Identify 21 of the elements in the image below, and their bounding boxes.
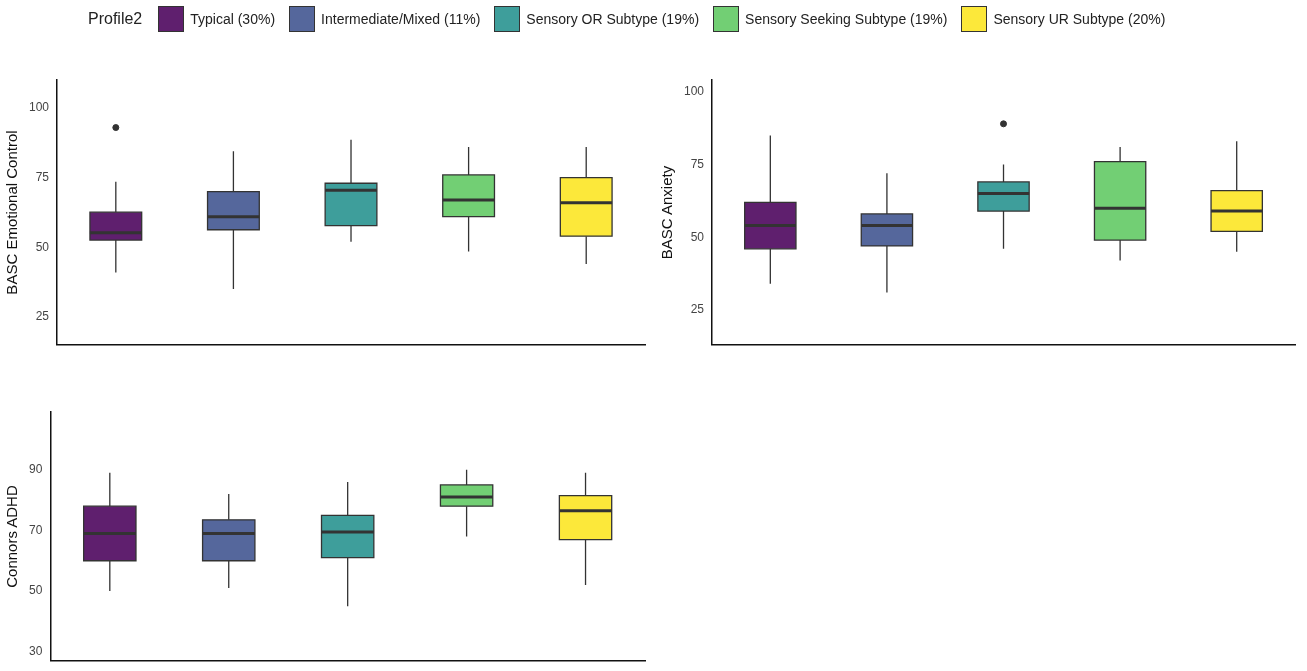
y-axis-title: Connors ADHD: [3, 485, 21, 588]
y-tick-label: 100: [683, 84, 705, 99]
y-tick-label: 30: [28, 644, 43, 659]
y-tick-label: 70: [28, 522, 43, 537]
y-tick-label: 50: [690, 229, 705, 244]
y-tick-label: 25: [35, 309, 50, 324]
y-tick-label: 75: [35, 170, 50, 184]
legend-label: Sensory Seeking Subtype (19%): [745, 11, 948, 27]
y-tick-label: 25: [690, 302, 705, 317]
legend-label: Sensory UR Subtype (20%): [993, 11, 1166, 27]
y-axis-title: BASC Anxiety: [658, 165, 676, 260]
y-tick-label: 50: [28, 583, 43, 598]
legend-label: Typical (30%): [190, 11, 276, 27]
y-tick-label: 100: [28, 100, 50, 115]
y-tick-label: 90: [28, 462, 43, 477]
legend-title: Profile2: [88, 10, 143, 28]
legend-label: Intermediate/Mixed (11%): [321, 11, 481, 27]
y-tick-label: 50: [35, 239, 50, 254]
y-axis-title: BASC Emotional Control: [3, 130, 21, 295]
legend-label: Sensory OR Subtype (19%): [526, 11, 700, 27]
y-tick-label: 75: [690, 156, 705, 171]
